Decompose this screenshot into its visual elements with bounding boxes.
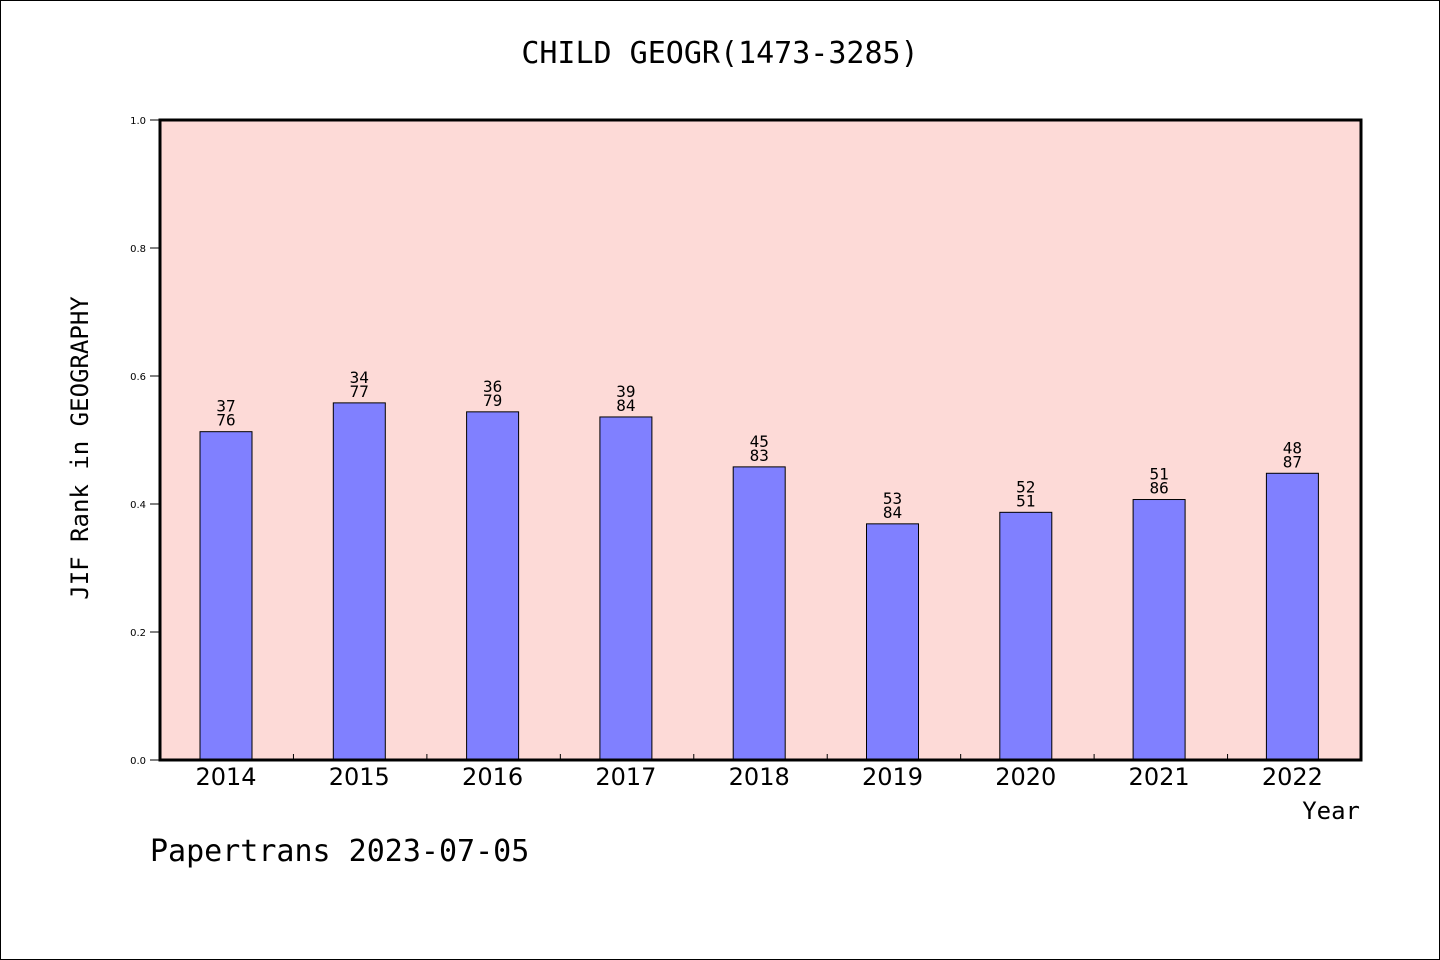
x-tick-label: 2022 (1262, 763, 1323, 791)
bar-total-label: 86 (1149, 479, 1168, 498)
bar-rank-label: 51 (1149, 465, 1168, 484)
x-tick-label: 2014 (195, 763, 256, 791)
bar-rank-label: 53 (883, 489, 902, 508)
x-axis-label: Year (1302, 797, 1360, 825)
x-tick-label: 2017 (595, 763, 656, 791)
y-tick-label: 0.6 (130, 372, 146, 383)
bar-rank-label: 39 (616, 382, 635, 401)
x-tick-label: 2019 (862, 763, 923, 791)
bar (599, 416, 653, 761)
bar (1132, 499, 1186, 761)
y-tick-label: 0.8 (130, 244, 146, 255)
bar-total-label: 83 (750, 446, 769, 465)
y-tick-label: 0.0 (130, 756, 146, 767)
bar (999, 511, 1053, 761)
x-tick-label: 2021 (1129, 763, 1190, 791)
bar-rank-label: 45 (750, 432, 769, 451)
bar-total-label: 79 (483, 391, 502, 410)
plot-border (158, 118, 1363, 762)
x-tick-label: 2018 (729, 763, 790, 791)
bar-total-label: 87 (1283, 452, 1302, 471)
bar-rank-label: 48 (1283, 438, 1302, 457)
y-tick-label: 1.0 (130, 116, 146, 127)
bar (732, 466, 786, 761)
bar-total-label: 77 (350, 382, 369, 401)
x-tick-label: 2015 (329, 763, 390, 791)
bar-rank-label: 52 (1016, 477, 1035, 496)
x-tick-label: 2016 (462, 763, 523, 791)
bar (1265, 472, 1319, 761)
bar-total-label: 76 (216, 411, 235, 430)
y-tick-label: 0.2 (130, 628, 146, 639)
x-tick-label: 2020 (995, 763, 1056, 791)
chart-title: CHILD GEOGR(1473-3285) (521, 36, 919, 71)
bar-total-label: 84 (883, 503, 902, 522)
bar-rank-label: 34 (350, 368, 369, 387)
bar (866, 523, 919, 761)
bar (466, 411, 520, 761)
bar (199, 431, 253, 761)
bar-total-label: 84 (616, 396, 635, 415)
bar (332, 402, 386, 761)
footer-credit: Papertrans 2023-07-05 (150, 834, 530, 869)
bar-rank-label: 37 (216, 397, 235, 416)
bar-rank-label: 36 (483, 377, 502, 396)
bar-total-label: 51 (1016, 491, 1035, 510)
y-tick-label: 0.4 (130, 500, 146, 511)
